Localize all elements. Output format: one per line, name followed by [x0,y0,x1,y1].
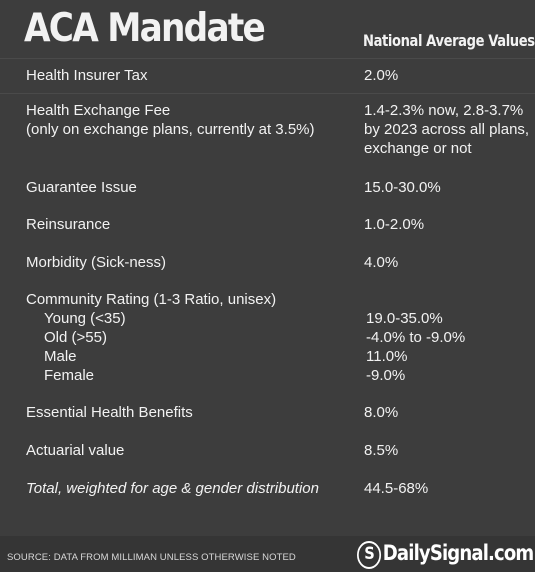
row-label: Health Insurer Tax [26,67,148,84]
sub-row-value: -9.0% [366,367,406,384]
row-value: 8.5% [364,442,399,459]
brand-logo[interactable]: S DailySignal.com [357,541,534,569]
sub-row-label: Male [44,348,77,365]
row-label-note: (only on exchange plans, currently at 3.… [26,121,315,138]
sub-row-value: 11.0% [366,348,408,365]
row-value-line2: by 2023 across all plans, [364,121,530,138]
footer [0,536,535,572]
row-label: Community Rating (1-3 Ratio, unisex) [26,291,277,308]
table-row-exchange-fee: Health Exchange Fee (only on exchange pl… [0,93,535,166]
row-value: 8.0% [364,404,399,421]
sub-row-label: Female [44,367,95,384]
column-header: National Average Values [363,31,535,50]
brand-name: DailySignal.com [382,541,534,565]
row-value: 1.4-2.3% now, 2.8-3.7% [364,102,524,119]
sub-row-value: -4.0% to -9.0% [366,329,466,346]
row-label: Essential Health Benefits [26,404,193,421]
brand-mark-icon: S [357,541,382,569]
sub-row-value: 19.0-35.0% [366,310,443,327]
source-note: SOURCE: DATA FROM MILLIMAN UNLESS OTHERW… [7,552,296,563]
row-label: Guarantee Issue [26,179,137,196]
sub-row-label: Old (>55) [44,329,107,346]
sub-row-label: Young (<35) [44,310,126,327]
page-title: ACA Mandate [24,6,266,51]
row-label: Morbidity (Sick-ness) [26,254,167,271]
row-value: 1.0-2.0% [364,216,425,233]
row-label: Reinsurance [26,216,111,233]
row-value: 15.0-30.0% [364,179,441,196]
row-value: 4.0% [364,254,399,271]
row-label: Total, weighted for age & gender distrib… [26,480,319,497]
row-value: 2.0% [364,67,399,84]
row-label: Actuarial value [26,442,125,459]
row-label: Health Exchange Fee [26,102,171,119]
row-value: 44.5-68% [364,480,429,497]
table-row-insurer-tax: Health Insurer Tax 2.0% [0,58,535,93]
values-table: Health Insurer Tax 2.0% Health Exchange … [0,58,535,166]
row-value-line3: exchange or not [364,140,472,157]
